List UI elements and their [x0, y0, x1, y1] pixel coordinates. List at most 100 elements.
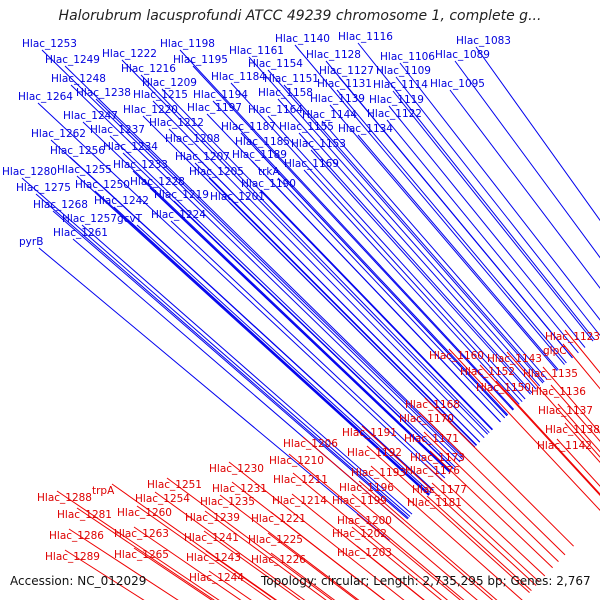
gene-label: Hlac_1244: [189, 572, 244, 584]
leader-line: [76, 175, 430, 496]
gene-label: Hlac_1250: [75, 179, 130, 191]
leader-line: [111, 483, 278, 600]
gene-label: Hlac_1168: [405, 399, 460, 411]
leader-line: [133, 547, 213, 600]
gene-label: Hlac_1131: [317, 78, 372, 90]
gene-label: Hlac_1200: [337, 515, 392, 527]
gene-label: Hlac_1109: [376, 65, 431, 77]
gene-label: Hlac_1216: [121, 63, 176, 75]
gene-label: Hlac_1152: [460, 366, 515, 378]
leader-line: [248, 56, 541, 387]
gene-label: Hlac_1225: [248, 534, 303, 546]
gene-label: Hlac_1089: [435, 49, 490, 61]
leader-line: [230, 82, 523, 403]
gene-label: Hlac_1253: [22, 38, 77, 50]
gene-label: Hlac_1150: [476, 382, 531, 394]
gene-label: Hlac_1181: [407, 497, 462, 509]
leader-line: [52, 210, 409, 520]
gene-label: Hlac_1198: [160, 38, 215, 50]
gene-label: Hlac_1196: [339, 482, 394, 494]
leader-line: [310, 149, 531, 395]
leader-line: [267, 115, 526, 400]
gene-label: Hlac_1173: [410, 452, 465, 464]
leader-line: [136, 505, 272, 600]
gene-label: Hlac_1238: [76, 87, 131, 99]
gene-label: Hlac_1122: [367, 108, 422, 120]
gene-label: Hlac_1214: [272, 495, 327, 507]
gene-label: Hlac_1243: [186, 552, 241, 564]
gene-label: Hlac_1194: [193, 89, 248, 101]
gene-label: Hlac_1264: [18, 91, 73, 103]
leader-line: [277, 98, 537, 390]
gene-label: Hlac_1169: [284, 158, 339, 170]
leader-line: [357, 134, 559, 371]
leader-line: [69, 156, 434, 491]
gene-label: Hlac_1195: [173, 54, 228, 66]
gene-label: Hlac_1140: [275, 33, 330, 45]
leader-line: [219, 494, 360, 600]
genome-title: Halorubrum lacusprofundi ATCC 49239 chro…: [58, 8, 542, 24]
gene-label: Hlac_1247: [63, 110, 118, 122]
gene-label: Hlac_1263: [114, 528, 169, 540]
leader-line: [133, 526, 242, 600]
gene-label: Hlac_1119: [369, 94, 424, 106]
gene-label: Hlac_1137: [538, 405, 593, 417]
gene-label: Hlac_1083: [456, 35, 511, 47]
gene-label: Hlac_1286: [49, 530, 104, 542]
leader-line: [423, 431, 559, 562]
leader-line: [161, 88, 493, 431]
leader-line: [204, 510, 327, 600]
leader-line: [356, 513, 461, 600]
leader-line: [212, 100, 509, 416]
leader-line: [38, 247, 390, 541]
gene-label: Hlac_1128: [306, 49, 361, 61]
leader-line: [294, 44, 565, 365]
gene-label: Hlac_1143: [487, 353, 542, 365]
gene-label: gcvT: [117, 213, 143, 225]
gene-label: Hlac_1160: [429, 350, 484, 362]
leader-line: [542, 366, 600, 434]
leader-line: [426, 495, 532, 591]
leader-line: [388, 105, 586, 348]
leader-line: [231, 481, 385, 600]
leader-line: [267, 69, 544, 384]
leader-line: [82, 121, 452, 473]
leader-line: [399, 62, 600, 321]
gene-label: Hlac_1221: [251, 513, 306, 525]
gene-label: Hlac_1242: [94, 195, 149, 207]
leader-line: [431, 482, 540, 583]
leader-line: [37, 102, 443, 482]
leader-line: [562, 343, 600, 390]
leader-line: [140, 74, 490, 434]
gene-label: Hlac_1262: [31, 128, 86, 140]
leader-line: [358, 480, 498, 600]
gene-label: Hlac_1226: [251, 554, 306, 566]
gene-label: Hlac_1222: [102, 48, 157, 60]
leader-line: [184, 144, 481, 443]
gene-label: Hlac_1280: [2, 166, 57, 178]
leader-line: [454, 60, 600, 259]
leader-line: [429, 450, 554, 569]
leader-line: [336, 89, 567, 364]
leader-line: [395, 76, 600, 336]
gene-label: Hlac_1135: [523, 368, 578, 380]
leader-line: [283, 84, 545, 383]
gene-label: Hlac_1158: [258, 87, 313, 99]
gene-label: Hlac_1235: [200, 496, 255, 508]
leader-line: [479, 364, 600, 496]
gene-label: Hlac_1261: [53, 227, 108, 239]
gene-label: Hlac_1249: [45, 54, 100, 66]
leader-line: [556, 438, 600, 487]
leader-line: [366, 445, 530, 594]
leader-line: [351, 493, 478, 600]
gene-label: Hlac_1208: [165, 133, 220, 145]
gene-label: Hlac_1288: [37, 492, 92, 504]
leader-line: [68, 528, 179, 600]
gene-label: Hlac_1234: [103, 141, 158, 153]
gene-label: Hlac_1151: [264, 73, 319, 85]
leader-line: [475, 46, 600, 222]
gene-label: Hlac_1136: [531, 386, 586, 398]
leader-line: [386, 119, 579, 354]
leader-line: [251, 160, 501, 423]
gene-label: Hlac_1203: [337, 547, 392, 559]
